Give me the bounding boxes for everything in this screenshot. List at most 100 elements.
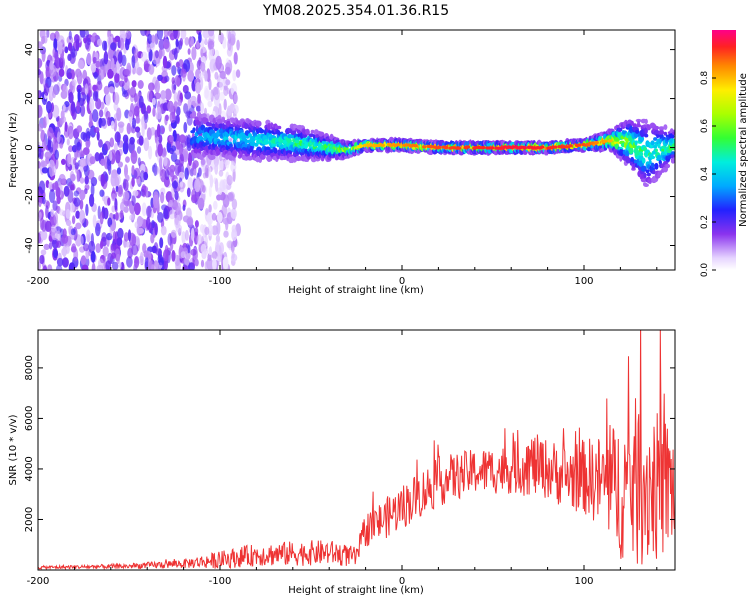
heatmap-noise-cell bbox=[46, 30, 50, 38]
heatmap-noise-cell bbox=[134, 256, 140, 269]
heatmap-noise-cell bbox=[187, 70, 195, 82]
heatmap-noise-cell bbox=[103, 85, 110, 95]
heatmap-peak-cell bbox=[577, 143, 582, 147]
heatmap-noise-cell bbox=[117, 227, 124, 240]
heatmap-ridge-cell bbox=[206, 122, 213, 127]
spectrogram-x-tick-label: 100 bbox=[574, 276, 593, 287]
heatmap-noise-cell bbox=[168, 209, 176, 220]
heatmap-noise-cell bbox=[76, 100, 80, 114]
spectrogram-frame bbox=[37, 29, 676, 271]
heatmap-noise-cell bbox=[216, 194, 222, 201]
heatmap-noise-cell bbox=[117, 51, 123, 64]
heatmap-noise-cell bbox=[92, 56, 97, 64]
heatmap-noise-cell bbox=[158, 156, 163, 169]
heatmap-noise-cell bbox=[94, 152, 100, 162]
heatmap-ridge-cell bbox=[265, 146, 271, 152]
heatmap-noise-cell bbox=[204, 234, 208, 248]
heatmap-noise-cell bbox=[159, 237, 164, 249]
heatmap-noise-cell bbox=[153, 162, 158, 177]
heatmap-noise-cell bbox=[79, 189, 86, 201]
heatmap-noise-cell bbox=[222, 256, 229, 270]
heatmap-noise-cell bbox=[131, 177, 135, 187]
heatmap-noise-cell bbox=[73, 190, 80, 197]
heatmap-noise-cell bbox=[67, 42, 73, 52]
heatmap-noise-cell bbox=[98, 66, 106, 80]
heatmap-ridge-cell bbox=[196, 143, 200, 150]
heatmap-ridge-cell bbox=[308, 133, 314, 138]
heatmap-noise-cell bbox=[139, 170, 146, 183]
heatmap-noise-cell bbox=[52, 200, 58, 211]
heatmap-noise-cell bbox=[53, 249, 58, 259]
heatmap-noise-cell bbox=[85, 137, 91, 149]
heatmap-noise-cell bbox=[48, 235, 53, 242]
heatmap-noise-cell bbox=[48, 242, 53, 250]
spectrogram-y-tick-label: 20 bbox=[24, 92, 35, 105]
snr-y-tick-label: 2000 bbox=[24, 507, 35, 532]
heatmap-noise-cell bbox=[71, 215, 76, 225]
heatmap-noise-cell bbox=[172, 30, 178, 39]
heatmap-ridge-cell bbox=[256, 120, 262, 127]
heatmap-noise-cell bbox=[128, 109, 133, 117]
heatmap-noise-cell bbox=[79, 209, 86, 224]
heatmap-noise-cell bbox=[62, 257, 69, 268]
heatmap-noise-cell bbox=[190, 36, 195, 47]
heatmap-noise-cell bbox=[38, 197, 42, 208]
heatmap-noise-cell bbox=[43, 35, 48, 44]
heatmap-noise-cell bbox=[218, 169, 224, 177]
colorbar-tick-label: 0.6 bbox=[700, 119, 710, 134]
heatmap-ridge-cell bbox=[201, 113, 207, 119]
heatmap-noise-cell bbox=[227, 192, 234, 202]
heatmap-noise-cell bbox=[40, 129, 46, 142]
heatmap-noise-cell bbox=[173, 47, 178, 60]
heatmap-noise-cell bbox=[219, 91, 225, 101]
heatmap-noise-cell bbox=[174, 115, 180, 124]
snr-x-tick-label: -100 bbox=[209, 576, 232, 587]
heatmap-noise-cell bbox=[212, 258, 217, 270]
heatmap-ridge-cell bbox=[310, 129, 315, 134]
heatmap-noise-cell bbox=[206, 257, 213, 270]
heatmap-noise-cell bbox=[64, 121, 68, 133]
heatmap-noise-cell bbox=[177, 99, 182, 107]
heatmap-noise-cell bbox=[51, 182, 59, 190]
heatmap-noise-cell bbox=[115, 212, 119, 221]
heatmap-noise-cell bbox=[175, 224, 182, 233]
heatmap-peak-cell bbox=[607, 139, 612, 143]
heatmap-noise-cell bbox=[62, 228, 67, 239]
heatmap-ridge-cell bbox=[645, 169, 650, 173]
heatmap-noise-cell bbox=[137, 157, 141, 167]
heatmap-peak-cell bbox=[489, 146, 495, 150]
heatmap-noise-cell bbox=[156, 30, 164, 40]
colorbar: 0.0 0.2 0.4 0.6 0.8 Normalized spectral ampl… bbox=[700, 30, 749, 277]
heatmap-noise-cell bbox=[108, 47, 114, 60]
heatmap-noise-cell bbox=[71, 79, 77, 87]
heatmap-noise-cell bbox=[89, 112, 93, 126]
heatmap-ridge-cell bbox=[192, 127, 196, 133]
heatmap-noise-cell bbox=[218, 158, 224, 172]
heatmap-noise-cell bbox=[109, 224, 113, 237]
heatmap-noise-cell bbox=[186, 187, 191, 198]
heatmap-noise-cell bbox=[123, 206, 129, 213]
heatmap-noise-cell bbox=[116, 253, 120, 265]
heatmap-peak-cell bbox=[522, 146, 527, 150]
heatmap-noise-cell bbox=[115, 150, 121, 164]
heatmap-noise-cell bbox=[184, 37, 190, 46]
heatmap-ridge-cell bbox=[658, 126, 665, 130]
heatmap-noise-cell bbox=[157, 212, 164, 223]
heatmap-noise-cell bbox=[99, 211, 104, 225]
heatmap-noise-cell bbox=[204, 90, 212, 101]
heatmap-noise-cell bbox=[154, 223, 158, 236]
heatmap-ridge-cell bbox=[665, 163, 671, 169]
heatmap-noise-cell bbox=[200, 102, 204, 114]
heatmap-noise-cell bbox=[125, 156, 130, 163]
heatmap-noise-cell bbox=[186, 137, 191, 145]
heatmap-noise-cell bbox=[81, 264, 89, 270]
heatmap-noise-cell bbox=[109, 137, 115, 148]
heatmap-noise-cell bbox=[217, 250, 223, 263]
heatmap-noise-cell bbox=[65, 219, 72, 227]
heatmap-noise-cell bbox=[38, 41, 43, 49]
heatmap-noise-cell bbox=[103, 51, 109, 65]
heatmap-noise-cell bbox=[208, 247, 212, 256]
heatmap-ridge-cell bbox=[653, 137, 658, 141]
heatmap-noise-cell bbox=[126, 256, 133, 268]
heatmap-noise-cell bbox=[160, 191, 165, 204]
